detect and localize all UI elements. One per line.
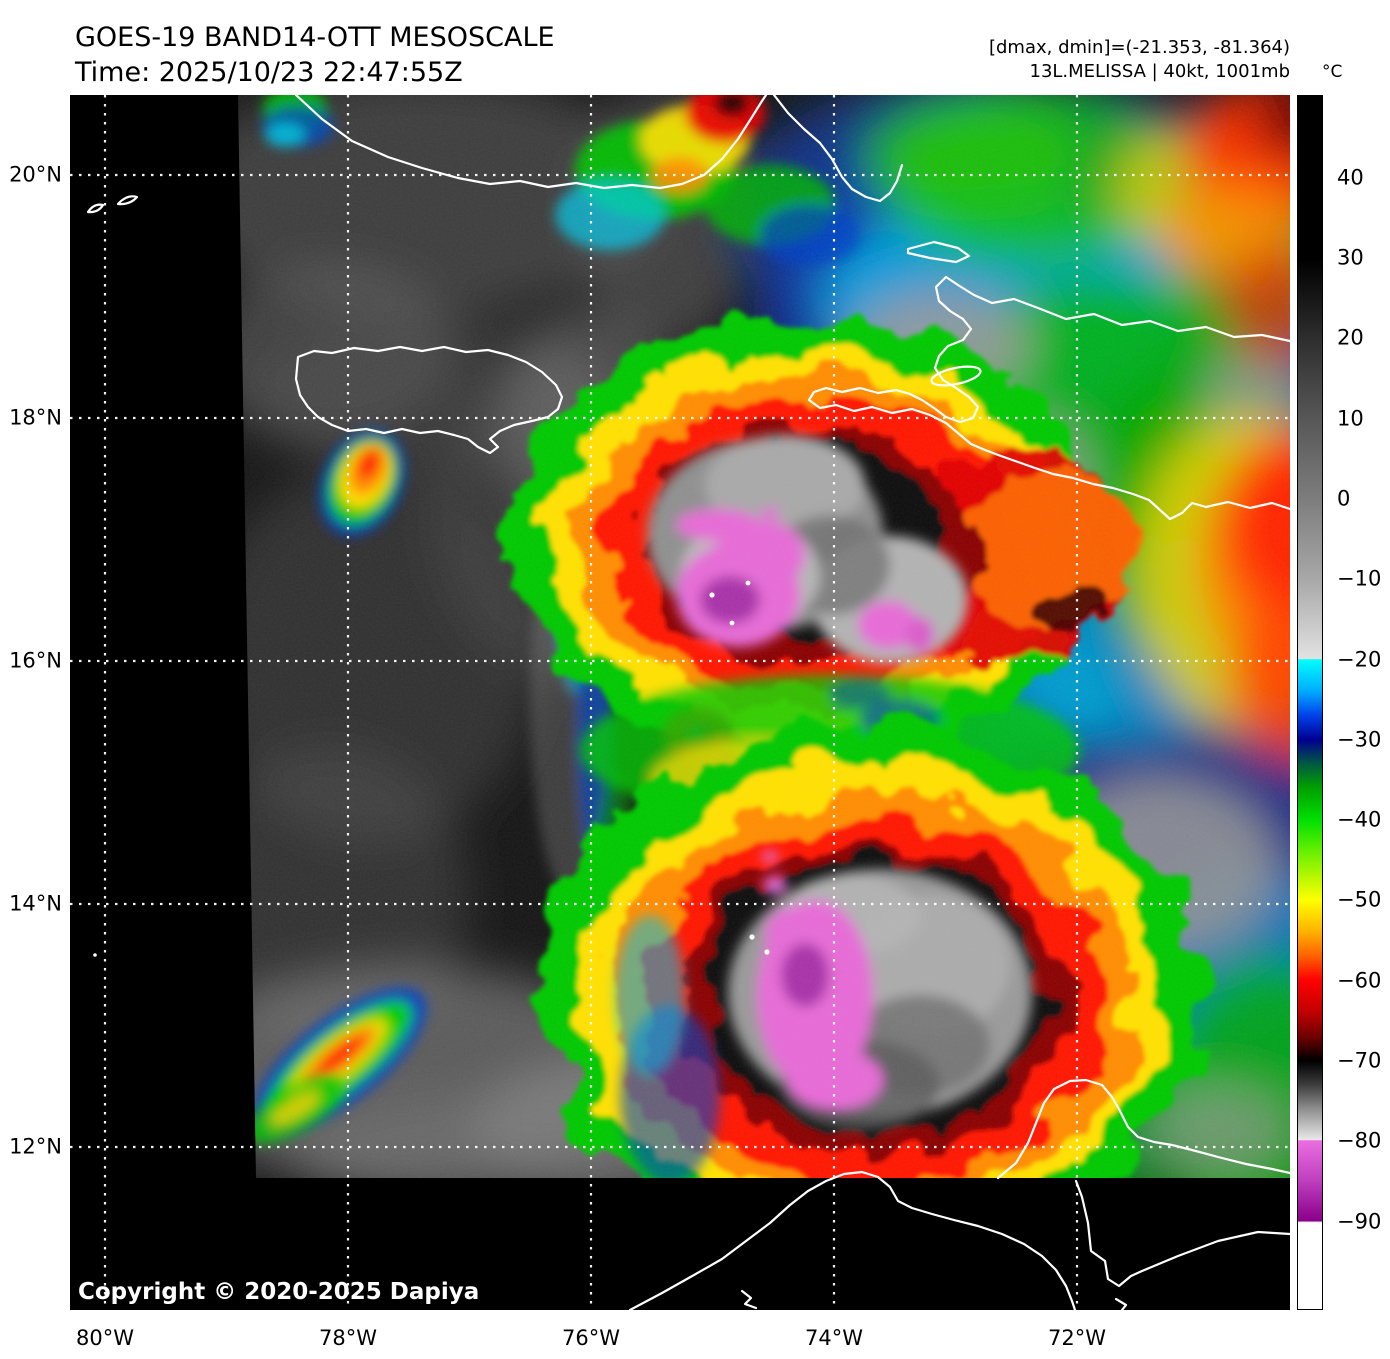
timestamp: Time: 2025/10/23 22:47:55Z (75, 57, 463, 88)
coast-fragment (740, 1289, 758, 1310)
little-cayman-island (116, 195, 139, 206)
dmax-dmin-readout: [dmax, dmin]=(-21.353, -81.364) (988, 37, 1290, 58)
venezuela-coastline (1074, 1179, 1290, 1288)
colorbar-tick: −30 (1337, 727, 1382, 752)
colorbar-tick: −20 (1337, 647, 1382, 672)
storm-info: 13L.MELISSA | 40kt, 1001mb (1029, 61, 1291, 82)
lat-tick-label: 18°N (9, 405, 62, 430)
lon-tick-label: 80°W (76, 1326, 134, 1350)
coast-fragment-2 (1114, 1297, 1128, 1310)
guajira-peninsula-coastline (996, 1078, 1290, 1180)
jamaica-coastline (294, 345, 564, 455)
page-title: GOES-19 BAND14-OTT MESOSCALE (75, 22, 555, 53)
temperature-colorbar (1297, 95, 1323, 1310)
coast-speck (93, 953, 97, 957)
lat-tick-label: 14°N (9, 891, 62, 916)
south-america-coastline (628, 1170, 1077, 1310)
colorbar-tick: 30 (1337, 245, 1364, 270)
lon-tick-label: 72°W (1048, 1326, 1106, 1350)
lon-tick-label: 74°W (805, 1326, 863, 1350)
colorbar-tick: −10 (1337, 566, 1382, 591)
title-block: GOES-19 BAND14-OTT MESOSCALE Time: 2025/… (75, 20, 555, 90)
lat-tick-label: 16°N (9, 648, 62, 673)
colorbar-tick: −40 (1337, 807, 1382, 832)
colorbar-tick: −90 (1337, 1209, 1382, 1234)
colorbar-tick: −50 (1337, 887, 1382, 912)
cuba-east-coastline (772, 95, 904, 203)
colorbar-unit-label: °C (1322, 62, 1343, 82)
lat-tick-label: 20°N (9, 162, 62, 187)
cayman-brac-island (86, 203, 105, 214)
satellite-imagery (70, 95, 1290, 1310)
lon-tick-label: 76°W (562, 1326, 620, 1350)
copyright-text: Copyright © 2020-2025 Dapiya (78, 1279, 480, 1305)
satellite-map: Copyright © 2020-2025 Dapiya (70, 95, 1290, 1310)
scan-data-region (238, 95, 1290, 1178)
gonave-island (930, 365, 982, 387)
colorbar-tick: 0 (1337, 486, 1351, 511)
lat-tick-label: 12°N (9, 1134, 62, 1159)
tortue-island (906, 240, 971, 264)
annotation-block: [dmax, dmin]=(-21.353, -81.364) 13L.MELI… (989, 36, 1290, 84)
coastlines (86, 95, 1290, 1310)
colorbar-tick: −80 (1337, 1128, 1382, 1153)
colorbar-tick: 10 (1337, 406, 1364, 431)
colorbar-tick: −70 (1337, 1048, 1382, 1073)
sensor-grain-texture (238, 95, 1290, 1178)
lon-tick-label: 78°W (319, 1326, 377, 1350)
colorbar-tick: 40 (1337, 165, 1364, 190)
colorbar-tick: 20 (1337, 325, 1364, 350)
colorbar-tick: −60 (1337, 968, 1382, 993)
hispaniola-coastline (807, 275, 1290, 521)
